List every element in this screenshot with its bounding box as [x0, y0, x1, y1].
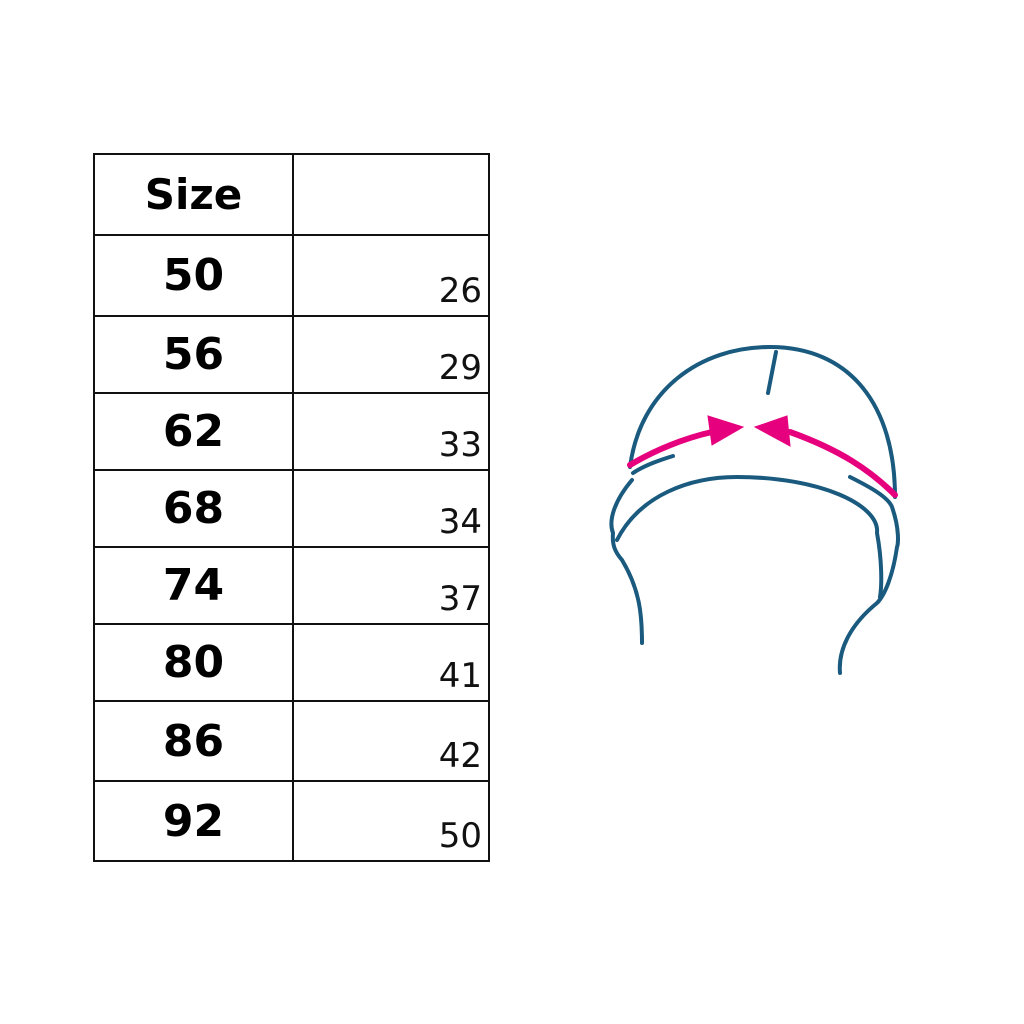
table-row: 86 42	[93, 700, 490, 782]
header-value	[292, 153, 490, 236]
size-cell: 80	[93, 623, 294, 702]
hat-brim-outer-right	[837, 475, 900, 675]
table-header-row: Size	[93, 153, 490, 236]
measurement-arrows-icon	[627, 415, 898, 498]
table-row: 92 50	[93, 780, 490, 862]
table-row: 50 26	[93, 234, 490, 317]
hat-dome	[628, 344, 897, 499]
table-row: 80 41	[93, 623, 490, 702]
table-row: 56 29	[93, 315, 490, 394]
table-row: 68 34	[93, 469, 490, 548]
value-cell: 41	[292, 623, 490, 702]
size-cell: 50	[93, 234, 294, 317]
value-cell: 29	[292, 315, 490, 394]
value-cell: 26	[292, 234, 490, 317]
hat-brim-outer-left	[609, 478, 644, 645]
hat-brim-line-left	[631, 454, 675, 475]
size-cell: 68	[93, 469, 294, 548]
value-cell: 37	[292, 546, 490, 625]
header-size: Size	[93, 153, 294, 236]
value-cell: 42	[292, 700, 490, 782]
value-cell: 34	[292, 469, 490, 548]
size-cell: 86	[93, 700, 294, 782]
size-cell: 74	[93, 546, 294, 625]
size-cell: 92	[93, 780, 294, 862]
size-table: Size 50 26 56 29 62 33 68 34 74 37 80 41 86 42 …	[93, 153, 490, 862]
value-cell: 33	[292, 392, 490, 471]
value-cell: 50	[292, 780, 490, 862]
hat-brim-inner	[615, 474, 884, 599]
size-cell: 56	[93, 315, 294, 394]
size-cell: 62	[93, 392, 294, 471]
table-row: 74 37	[93, 546, 490, 625]
hat-seam	[766, 350, 778, 395]
table-row: 62 33	[93, 392, 490, 471]
